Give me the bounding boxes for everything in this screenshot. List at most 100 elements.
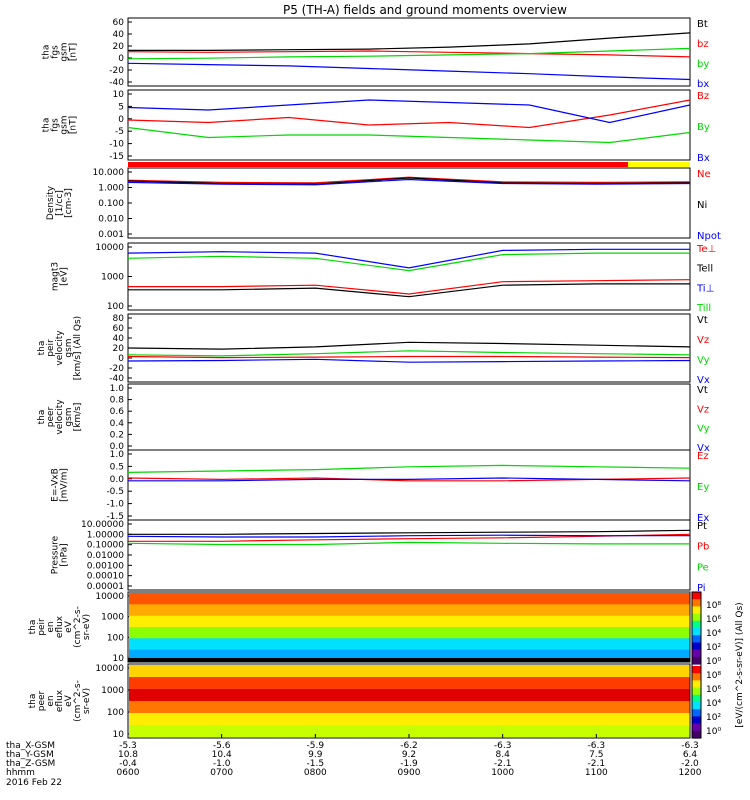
panel-10-ylabel: peer <box>37 690 47 711</box>
spectrogram-cell <box>519 725 530 738</box>
time-row-value: -0.4 <box>119 759 137 769</box>
time-row-label: tha_Z-GSM <box>6 759 55 769</box>
spectrogram-cell <box>169 689 180 702</box>
spectrogram-cell <box>319 627 330 639</box>
panel-10-ylabel: eV <box>64 694 74 707</box>
spectrogram-cell <box>539 665 550 678</box>
spectrogram-cell <box>379 615 390 628</box>
spectrogram-cell <box>409 677 420 690</box>
spectrogram-cell <box>239 701 250 714</box>
spectrogram-cell <box>379 677 390 690</box>
panel-7-ytick: 0.0 <box>110 475 125 485</box>
spectrogram-cell <box>359 615 370 628</box>
spectrogram-cell <box>129 649 140 662</box>
spectrogram-cell <box>679 665 690 678</box>
panel-9-no-data-strip <box>128 658 690 662</box>
spectrogram-cell <box>209 638 220 651</box>
spectrogram-cell <box>569 593 580 605</box>
panel-5-series-vz <box>127 355 691 359</box>
spectrogram-cell <box>339 713 350 726</box>
spectrogram-cell <box>419 604 430 617</box>
spectrogram-cell <box>169 725 180 738</box>
time-row-value: -5.6 <box>213 741 231 751</box>
spectrogram-cell <box>239 593 250 605</box>
panel-3-legend-npot: Npot <box>697 231 721 242</box>
panel-4-ylabel: magt3 <box>51 262 61 291</box>
spectrogram-cell <box>649 604 660 617</box>
spectrogram-cell <box>539 649 550 662</box>
spectrogram-cell <box>319 615 330 628</box>
spectrogram-cell <box>199 689 210 702</box>
spectrogram-cell <box>249 604 260 617</box>
spectrogram-cell <box>269 725 280 738</box>
spectrogram-cell <box>659 665 670 678</box>
spectrogram-cell <box>149 725 160 738</box>
spectrogram-cell <box>279 665 290 678</box>
spectrogram-cell <box>579 649 590 662</box>
spectrogram-cell <box>669 713 680 726</box>
spectrogram-cell <box>419 615 430 628</box>
spectrogram-cell <box>159 627 170 639</box>
panel-8-series-pe <box>127 541 690 546</box>
spectrogram-cell <box>229 649 240 662</box>
spectrogram-cell <box>579 615 590 628</box>
spectrogram-cell <box>649 677 660 690</box>
spectrogram-cell <box>419 638 430 651</box>
spectrogram-cell <box>239 627 250 639</box>
panel-9-spectrogram <box>129 593 690 662</box>
colorbar-tick: 10² <box>706 713 721 723</box>
panel-3-ytick: 0.010 <box>98 215 124 225</box>
spectrogram-cell <box>409 649 420 662</box>
time-row-value: 8.4 <box>496 750 511 760</box>
panel-4-series-till <box>127 252 690 272</box>
spectrogram-cell <box>619 665 630 678</box>
spectrogram-cell <box>529 701 540 714</box>
spectrogram-cell <box>629 638 640 651</box>
time-row-value: -2.0 <box>681 759 699 769</box>
panel-7-series-ex <box>128 477 691 482</box>
spectrogram-cell <box>679 713 690 726</box>
spectrogram-cell <box>489 689 500 702</box>
spectrogram-cell <box>159 713 170 726</box>
spectrogram-cell <box>339 604 350 617</box>
spectrogram-cell <box>469 725 480 738</box>
spectrogram-cell <box>519 701 530 714</box>
spectrogram-cell <box>479 713 490 726</box>
panel-3-ylabel: [1/cc] <box>55 190 65 216</box>
spectrogram-cell <box>649 689 660 702</box>
spectrogram-cell <box>329 604 340 617</box>
spectrogram-cell <box>139 627 150 639</box>
spectrogram-cell <box>679 649 690 662</box>
spectrogram-cell <box>629 593 640 605</box>
colorbar-tick: 10⁶ <box>706 685 721 695</box>
spectrogram-cell <box>339 627 350 639</box>
spectrogram-cell <box>369 593 380 605</box>
panel-4-ylabel: [eV] <box>60 267 70 286</box>
panel-5-ylabel: peir <box>46 339 56 357</box>
spectrogram-cell <box>349 725 360 738</box>
spectrogram-cell <box>299 604 310 617</box>
spectrogram-cell <box>129 638 140 651</box>
colorbar-band <box>692 649 701 658</box>
spectrogram-cell <box>289 725 300 738</box>
spectrogram-cell <box>269 689 280 702</box>
spectrogram-cell <box>359 593 370 605</box>
spectrogram-cell <box>329 677 340 690</box>
colorbar-tick: 10⁰ <box>706 727 721 737</box>
spectrogram-cell <box>199 638 210 651</box>
spectrogram-cell <box>289 615 300 628</box>
spectrogram-cell <box>169 649 180 662</box>
panel-1-legend-bx: bx <box>697 79 709 90</box>
spectrogram-cell <box>259 627 270 639</box>
spectrogram-cell <box>169 713 180 726</box>
spectrogram-cell <box>139 677 150 690</box>
panel-3-ytick: 0.001 <box>98 230 124 240</box>
spectrogram-cell <box>649 593 660 605</box>
spectrogram-cell <box>289 689 300 702</box>
spectrogram-cell <box>229 627 240 639</box>
spectrogram-cell <box>369 713 380 726</box>
panel-7-legend-ey: Ey <box>697 482 709 493</box>
colorbar-band <box>692 628 701 636</box>
spectrogram-cell <box>329 649 340 662</box>
